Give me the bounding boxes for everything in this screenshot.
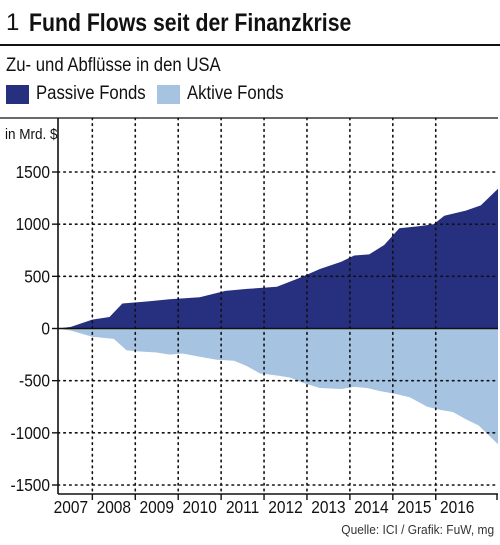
legend-swatch-active bbox=[157, 84, 180, 104]
series-area-passive bbox=[58, 188, 498, 329]
source-note: Quelle: ICI / Grafik: FuW, mg bbox=[341, 522, 494, 537]
legend-swatch-passive bbox=[6, 84, 29, 104]
x-tick-label: 2015 bbox=[397, 497, 431, 517]
y-tick-label: 1500 bbox=[16, 162, 50, 182]
legend-item-active: Aktive Fonds bbox=[157, 83, 297, 105]
x-tick-label: 2009 bbox=[140, 497, 174, 517]
y-tick-label: -1500 bbox=[10, 475, 50, 495]
chart-subtitle: Zu- und Abflüsse in den USA bbox=[6, 55, 221, 76]
figure-number: 1 bbox=[6, 9, 20, 36]
x-tick-label: 2008 bbox=[97, 497, 131, 517]
legend: Passive Fonds Aktive Fonds bbox=[0, 83, 500, 109]
y-axis-unit-label: in Mrd. $ bbox=[5, 126, 58, 143]
y-tick-label: 0 bbox=[41, 318, 50, 338]
x-tick-label: 2013 bbox=[311, 497, 345, 517]
x-tick-label: 2012 bbox=[268, 497, 302, 517]
y-tick-label: -500 bbox=[19, 371, 50, 391]
x-tick-label: 2014 bbox=[354, 497, 388, 517]
y-tick-label: 1000 bbox=[16, 214, 50, 234]
legend-item-passive: Passive Fonds bbox=[6, 83, 161, 105]
y-tick-label: 500 bbox=[24, 266, 50, 286]
x-tick-label: 2007 bbox=[54, 497, 88, 517]
legend-label-passive: Passive Fonds bbox=[36, 83, 146, 104]
chart-title: Fund Flows seit der Finanzkrise bbox=[29, 8, 352, 37]
title-rule bbox=[0, 44, 500, 46]
legend-label-active: Aktive Fonds bbox=[187, 83, 284, 104]
x-tick-label: 2016 bbox=[440, 497, 474, 517]
y-tick-label: -1000 bbox=[10, 423, 50, 443]
figure-header: 1 Fund Flows seit der Finanzkrise bbox=[6, 6, 409, 40]
x-tick-label: 2011 bbox=[226, 497, 259, 517]
series-area-active bbox=[58, 328, 498, 445]
x-tick-label: 2010 bbox=[182, 497, 216, 517]
